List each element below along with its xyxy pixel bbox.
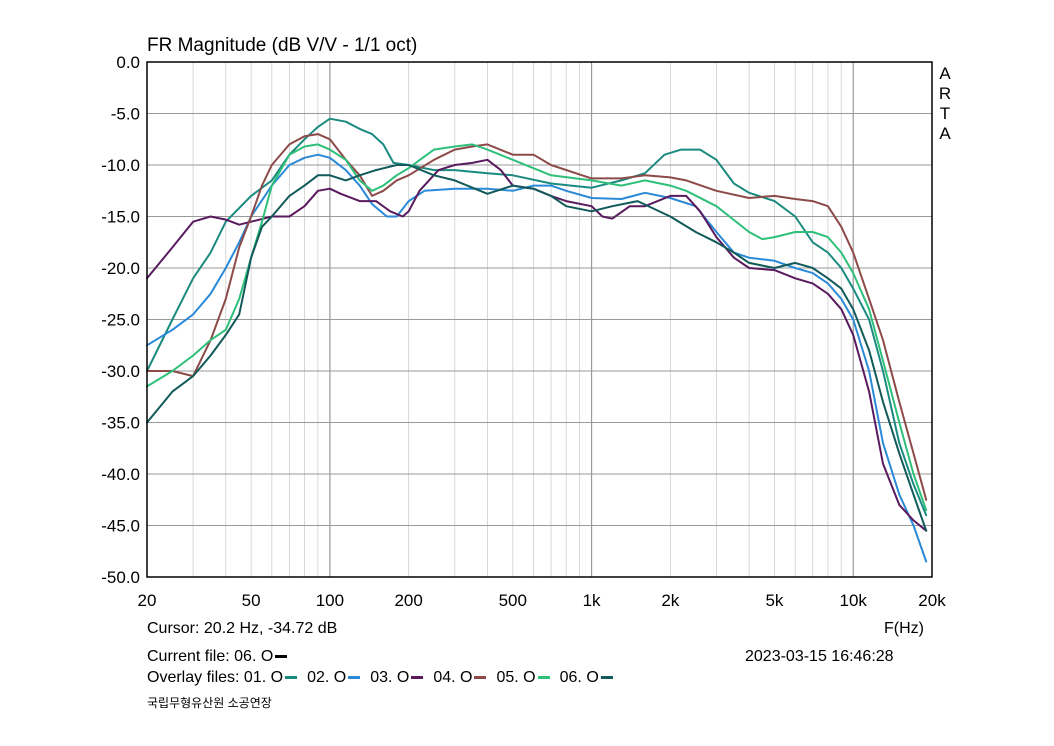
series-line-5	[146, 143, 928, 512]
series-line-1	[146, 117, 928, 517]
overlay-file-label: 04. O	[433, 669, 473, 686]
overlay-file-item: 05. O	[496, 669, 555, 686]
arta-letter: R	[939, 84, 951, 103]
arta-letter: T	[940, 104, 950, 123]
overlay-file-label: 05. O	[496, 669, 536, 686]
y-tick-label: -15.0	[101, 208, 140, 227]
plot-frame	[146, 61, 933, 578]
overlay-file-label: 03. O	[370, 669, 410, 686]
current-file: Current file: 06. O	[147, 648, 293, 666]
overlay-file-swatch	[537, 676, 550, 680]
y-tick-labels: 0.0 -5.0 -10.0 -15.0 -20.0 -25.0 -30.0 -35.0 -40…	[101, 53, 140, 587]
x-tick-label: 1k	[583, 591, 601, 610]
cursor-readout: Cursor: 20.2 Hz, -34.72 dB	[147, 620, 338, 637]
x-tick-label: 20	[138, 591, 157, 610]
overlay-file-item: 01. O	[244, 669, 303, 686]
overlay-file-swatch	[285, 676, 298, 680]
y-tick-label: -35.0	[101, 414, 140, 433]
overlay-file-list: 01. O 02. O 03. O 04. O 05. O 06. O	[244, 669, 623, 686]
current-file-swatch	[275, 655, 288, 659]
current-file-label: Current file: 06. O	[147, 648, 274, 665]
y-tick-label: -20.0	[101, 259, 140, 278]
x-tick-labels: 20 50 100 200 500 1k 2k 5k 10k 20k	[138, 591, 947, 610]
y-tick-label: 0.0	[116, 53, 140, 72]
y-tick-label: -45.0	[101, 517, 140, 536]
series-line-6	[146, 164, 928, 532]
series-line-4	[146, 133, 928, 501]
x-tick-label: 100	[316, 591, 344, 610]
chart-title: FR Magnitude (dB V/V - 1/1 oct)	[147, 35, 417, 56]
overlay-file-swatch	[600, 676, 613, 680]
overlay-file-item: 02. O	[307, 669, 366, 686]
y-tick-label: -10.0	[101, 156, 140, 175]
overlay-file-label: 01. O	[243, 669, 284, 686]
overlay-file-item: 03. O	[370, 669, 429, 686]
x-tick-label: 200	[394, 591, 422, 610]
overlay-file-label: 02. O	[307, 669, 347, 686]
arta-letter: A	[939, 124, 951, 143]
series-lines	[146, 117, 928, 563]
overlay-file-item: 04. O	[433, 669, 492, 686]
y-tick-label: -40.0	[101, 465, 140, 484]
y-tick-label: -25.0	[101, 311, 140, 330]
x-tick-label: 5k	[765, 591, 783, 610]
x-tick-label: 20k	[918, 591, 946, 610]
overlay-file-swatch	[348, 676, 361, 680]
overlay-file-item: 06. O	[560, 669, 619, 686]
y-tick-label: -50.0	[101, 568, 140, 587]
grid	[147, 62, 932, 577]
overlay-files-label: Overlay files:	[147, 669, 240, 686]
overlay-files: Overlay files: 01. O 02. O 03. O 04. O 05. O…	[147, 669, 623, 687]
x-axis-label: F(Hz)	[884, 620, 924, 637]
venue-footnote: 국립무형유산원 소공연장	[147, 696, 272, 710]
overlay-file-swatch	[411, 676, 424, 680]
overlay-file-swatch	[474, 676, 487, 680]
timestamp: 2023-03-15 16:46:28	[745, 648, 894, 665]
x-tick-label: 500	[499, 591, 527, 610]
arta-letter: A	[939, 64, 951, 83]
overlay-file-label: 06. O	[559, 669, 599, 686]
x-tick-label: 2k	[661, 591, 679, 610]
x-tick-label: 10k	[840, 591, 868, 610]
x-tick-label: 50	[242, 591, 261, 610]
y-tick-label: -30.0	[101, 362, 140, 381]
y-tick-label: -5.0	[111, 105, 140, 124]
